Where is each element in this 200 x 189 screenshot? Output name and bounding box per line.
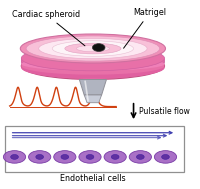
Ellipse shape [154,151,176,163]
Ellipse shape [21,46,164,71]
Ellipse shape [92,44,104,51]
Ellipse shape [61,154,68,159]
Ellipse shape [136,154,143,159]
Text: Cardiac spheroid: Cardiac spheroid [12,10,85,46]
Ellipse shape [39,38,146,59]
Ellipse shape [129,151,151,163]
Ellipse shape [76,45,109,52]
Ellipse shape [161,154,169,159]
Ellipse shape [11,154,18,159]
Ellipse shape [21,57,164,75]
Ellipse shape [21,50,164,75]
Text: Endothelial cells: Endothelial cells [60,174,125,183]
Ellipse shape [86,154,93,159]
Ellipse shape [21,57,164,71]
Ellipse shape [52,41,133,56]
Ellipse shape [3,151,26,163]
Ellipse shape [21,57,164,79]
Text: Pulsatile flow: Pulsatile flow [139,107,189,116]
Ellipse shape [20,34,165,63]
Polygon shape [84,95,101,103]
Ellipse shape [26,36,159,61]
Ellipse shape [111,154,118,159]
Ellipse shape [78,151,101,163]
Ellipse shape [104,151,126,163]
Ellipse shape [21,48,164,73]
Ellipse shape [65,43,120,54]
Ellipse shape [28,151,51,163]
Bar [5,126,183,172]
Ellipse shape [36,154,43,159]
Text: Matrigel: Matrigel [123,8,166,48]
Ellipse shape [21,52,164,80]
Ellipse shape [53,151,76,163]
Polygon shape [79,80,106,95]
